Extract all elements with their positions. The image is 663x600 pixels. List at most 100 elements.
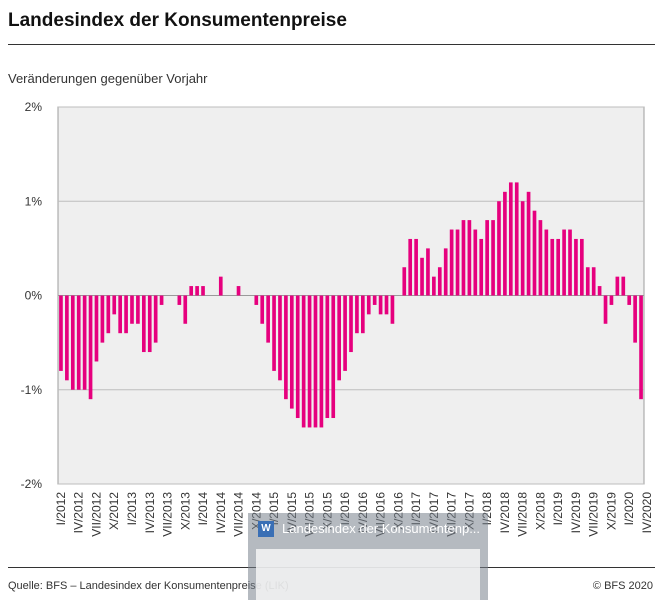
bar: [574, 238, 578, 296]
bar: [254, 295, 259, 305]
bar: [550, 238, 555, 296]
x-tick-label: IV/2018: [498, 492, 512, 534]
bar: [580, 238, 584, 296]
bar: [100, 295, 105, 343]
bar: [260, 295, 265, 324]
bar: [313, 295, 318, 428]
bar: [443, 248, 448, 296]
bar: [372, 295, 377, 305]
bar: [390, 295, 395, 324]
bar: [485, 220, 489, 296]
y-tick-label: -2%: [21, 477, 43, 491]
x-tick-label: I/2013: [125, 492, 139, 526]
bar: [106, 295, 111, 334]
bar: [136, 295, 140, 324]
bar-series: [59, 182, 643, 428]
bar: [366, 295, 371, 315]
bar: [319, 295, 324, 428]
bar: [497, 201, 501, 296]
bar: [609, 295, 614, 305]
y-tick-label: 1%: [25, 194, 43, 208]
bar: [461, 220, 466, 296]
x-tick-label: IV/2012: [72, 492, 86, 534]
bar: [597, 286, 602, 296]
bar: [437, 267, 442, 296]
bar: [278, 295, 282, 381]
bar: [591, 267, 596, 296]
bar: [177, 295, 182, 305]
x-tick-label: X/2018: [533, 492, 547, 530]
bar: [147, 295, 152, 353]
bar: [118, 295, 122, 334]
bar: [538, 220, 543, 296]
x-tick-label: VII/2018: [516, 492, 530, 537]
x-tick-label: VII/2014: [232, 492, 246, 537]
x-tick-label: X/2019: [604, 492, 618, 530]
bar: [141, 295, 146, 353]
bar: [562, 229, 566, 296]
bar: [420, 257, 424, 296]
taskbar-preview-popup[interactable]: W Landesindex der Konsumentenp...: [248, 513, 488, 600]
bar: [455, 229, 460, 296]
bar: [201, 286, 205, 296]
bar: [526, 191, 531, 296]
bar: [361, 295, 365, 334]
bar: [112, 295, 117, 315]
bar: [627, 295, 632, 305]
bar: [272, 295, 276, 371]
x-tick-label: I/2019: [551, 492, 565, 526]
bar: [130, 295, 134, 324]
preview-thumbnail[interactable]: [256, 549, 480, 600]
bar: [349, 295, 353, 353]
bar: [343, 295, 347, 371]
bar: [479, 238, 484, 296]
bar: [195, 286, 199, 296]
bar: [355, 295, 359, 334]
bar: [284, 295, 288, 400]
bar: [544, 229, 549, 296]
bar: [603, 295, 608, 324]
source-note: Quelle: BFS – Landesindex der Konsumente…: [8, 580, 289, 592]
bar: [94, 295, 99, 362]
chart-title: Landesindex der Konsumentenpreise: [8, 10, 347, 31]
bar: [449, 229, 454, 296]
bar: [491, 220, 495, 296]
preview-window-title: Landesindex der Konsumentenp...: [282, 521, 481, 536]
bar: [414, 238, 418, 296]
bar: [426, 248, 430, 296]
bar: [153, 295, 158, 343]
bar: [325, 295, 330, 419]
bar: [585, 267, 590, 296]
word-document-icon: W: [258, 521, 274, 537]
bar: [295, 295, 300, 419]
bar: [76, 295, 81, 390]
x-tick-label: IV/2014: [214, 492, 228, 534]
x-tick-label: VII/2019: [587, 492, 601, 537]
bar: [615, 276, 620, 296]
bar: [289, 295, 294, 409]
x-tick-label: VII/2012: [89, 492, 103, 537]
bar: [508, 182, 513, 296]
x-tick-label: IV/2019: [569, 492, 583, 534]
x-tick-label: IV/2020: [640, 492, 654, 534]
bar: [307, 295, 312, 428]
bar: [70, 295, 75, 390]
x-tick-label: VII/2013: [161, 492, 175, 537]
bar: [556, 238, 561, 296]
bar: [384, 295, 389, 315]
bar: [467, 220, 472, 296]
bar: [65, 295, 69, 381]
bar: [88, 295, 93, 400]
bar: [633, 295, 637, 343]
x-tick-label: I/2012: [54, 492, 68, 526]
y-axis-ticks: 2% 1% 0% -1% -2%: [21, 100, 43, 491]
bar: [337, 295, 341, 381]
bar: [520, 201, 525, 296]
bar: [639, 295, 643, 400]
bar: [59, 295, 63, 371]
y-tick-label: -1%: [21, 383, 43, 397]
bar: [514, 182, 519, 296]
y-tick-label: 2%: [25, 100, 43, 114]
x-tick-label: X/2013: [178, 492, 192, 530]
bar: [621, 276, 626, 296]
